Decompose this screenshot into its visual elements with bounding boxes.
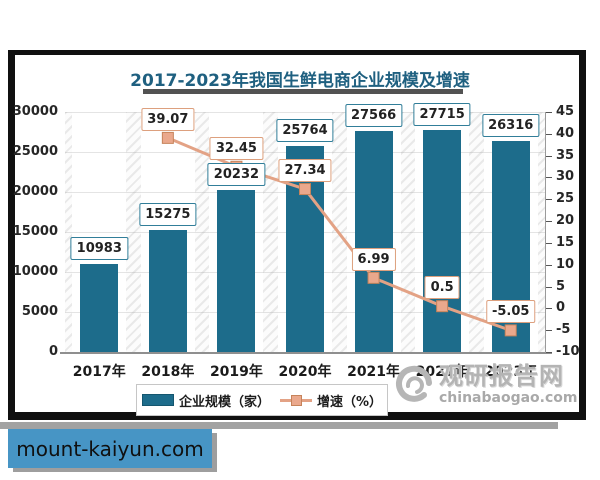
- left-axis-tick-label: 25000: [12, 144, 58, 159]
- bar-value-label: 15275: [139, 202, 197, 226]
- x-axis-label: 2019年: [209, 364, 263, 380]
- left-axis-tick-label: 10000: [12, 264, 58, 279]
- bar-value-label: 27566: [344, 104, 403, 128]
- right-axis-tick-label: 5: [556, 278, 566, 294]
- legend: 企业规模（家） 增速（%）: [136, 384, 388, 416]
- growth-line: [167, 136, 512, 332]
- right-axis-tick: [546, 308, 552, 310]
- growth-line-layer: [161, 131, 517, 337]
- right-axis-tick-label: 15: [556, 234, 575, 250]
- x-axis-label: 2017年: [72, 364, 126, 380]
- gridline: [65, 112, 545, 113]
- right-axis-tick-label: -10: [556, 344, 580, 359]
- title-underline: [143, 89, 463, 94]
- x-axis-label: 2018年: [141, 364, 195, 380]
- bar: [148, 229, 187, 352]
- right-axis-tick: [546, 133, 552, 135]
- line-value-label: 32.45: [209, 136, 263, 160]
- legend-label: 企业规模（家）: [178, 394, 270, 410]
- right-axis-tick: [546, 286, 552, 288]
- line-value-label: 0.5: [424, 276, 460, 300]
- x-axis-label: 2023年: [484, 364, 538, 380]
- right-axis-tick-label: 20: [556, 213, 575, 229]
- right-axis-tick: [546, 264, 552, 266]
- right-axis-tick-label: 35: [556, 147, 575, 163]
- bar-value-label: 27715: [413, 103, 471, 127]
- right-axis-tick-label: 0: [556, 300, 566, 316]
- line-value-label: -5.05: [485, 300, 536, 324]
- legend-label: 增速（%）: [316, 394, 383, 410]
- line-marker: [436, 300, 449, 313]
- line-value-label: 39.07: [141, 107, 195, 131]
- source-badge: mount-kaiyun.com: [8, 429, 212, 468]
- left-axis-tick-label: 20000: [12, 184, 58, 199]
- right-axis-tick-label: 10: [556, 256, 575, 272]
- left-axis-tick-label: 5000: [21, 304, 58, 319]
- bar: [423, 130, 462, 352]
- bar-value-label: 26316: [482, 114, 540, 138]
- right-axis-tick: [546, 352, 552, 353]
- bar-value-label: 25764: [276, 118, 334, 142]
- bar-value-label: 20232: [207, 163, 266, 187]
- bar: [354, 131, 393, 352]
- chart-frame-shadow: [0, 422, 558, 429]
- left-axis-tick-label: 0: [48, 344, 58, 359]
- line-value-label: 27.34: [278, 159, 332, 183]
- bar-series-swatch-icon: [141, 394, 174, 406]
- left-axis-tick-label: 30000: [12, 104, 58, 119]
- right-axis-tick-label: 30: [556, 169, 575, 185]
- right-axis-tick-label: 25: [556, 191, 575, 207]
- line-marker: [299, 183, 311, 196]
- x-axis-label: 2022年: [415, 364, 469, 380]
- line-marker: [504, 324, 517, 337]
- right-axis-tick-label: 45: [556, 104, 575, 119]
- legend-item-line-series: 增速（%）: [279, 391, 383, 410]
- bar: [217, 190, 256, 352]
- x-axis-line: [60, 352, 552, 354]
- line-value-label: 6.99: [351, 247, 396, 271]
- right-axis-tick-label: 40: [556, 125, 575, 141]
- right-axis-tick: [546, 112, 552, 113]
- right-axis-tick: [546, 242, 552, 244]
- line-marker: [161, 131, 174, 144]
- right-axis-tick: [546, 221, 552, 223]
- line-marker: [367, 271, 380, 284]
- right-axis-tick: [546, 177, 552, 179]
- x-axis-label: 2021年: [347, 364, 401, 380]
- right-axis-tick: [546, 155, 552, 157]
- line-series-swatch-icon: [279, 394, 312, 406]
- right-axis-tick: [546, 199, 552, 201]
- left-axis-tick-label: 15000: [12, 224, 58, 239]
- bar: [80, 264, 119, 352]
- chart-title: 2017-2023年我国生鲜电商企业规模及增速: [130, 71, 470, 91]
- right-axis-tick-label: -5: [556, 322, 571, 338]
- bar-value-label: 10983: [70, 237, 128, 261]
- right-axis-tick: [546, 330, 552, 332]
- x-axis-label: 2020年: [278, 364, 332, 380]
- source-badge-text: mount-kaiyun.com: [16, 436, 204, 461]
- legend-item-bar-series: 企业规模（家）: [141, 391, 270, 410]
- right-axis-line: [545, 112, 546, 353]
